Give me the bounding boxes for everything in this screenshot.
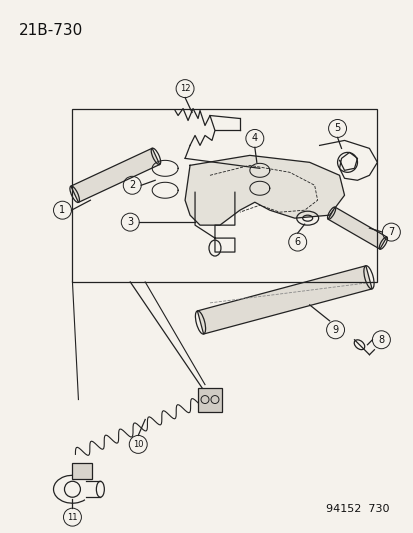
Text: 4: 4 [251, 133, 257, 143]
Text: 7: 7 [387, 227, 394, 237]
Text: 1: 1 [59, 205, 65, 215]
Text: 3: 3 [127, 217, 133, 227]
Bar [197, 387, 221, 411]
Polygon shape [71, 148, 159, 203]
Text: 9: 9 [332, 325, 338, 335]
Polygon shape [328, 207, 386, 249]
Text: 10: 10 [133, 440, 143, 449]
Bar [72, 109, 377, 282]
Text: 94152  730: 94152 730 [325, 504, 389, 514]
Text: 5: 5 [334, 124, 340, 133]
Bar [72, 463, 92, 479]
Text: 21B-730: 21B-730 [19, 23, 83, 38]
Text: 8: 8 [377, 335, 384, 345]
Text: 2: 2 [129, 180, 135, 190]
Polygon shape [197, 266, 371, 334]
Text: 11: 11 [67, 513, 78, 522]
Text: 6: 6 [294, 237, 300, 247]
Polygon shape [185, 156, 344, 225]
Text: 12: 12 [179, 84, 190, 93]
